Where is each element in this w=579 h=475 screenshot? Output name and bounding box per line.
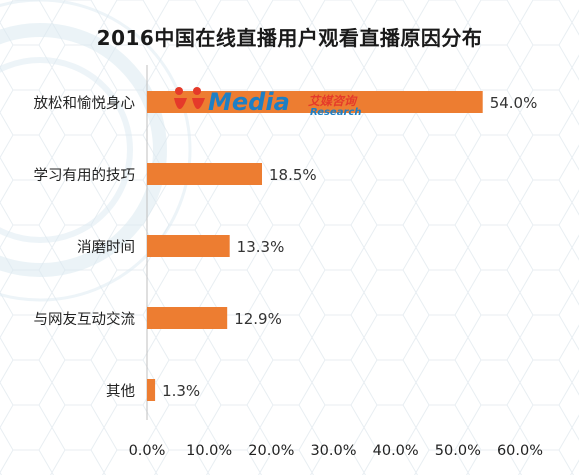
x-tick-label: 10.0% xyxy=(186,443,232,459)
category-label: 放松和愉悦身心 xyxy=(34,95,136,112)
iimedia-logo-icon xyxy=(174,87,205,109)
watermark-logo: Media 艾媒咨询 Research xyxy=(170,86,370,126)
category-label: 与网友互动交流 xyxy=(34,310,136,328)
x-tick-label: 50.0% xyxy=(435,443,481,459)
x-tick-label: 0.0% xyxy=(129,443,166,459)
data-label: 54.0% xyxy=(490,94,538,112)
data-label: 12.9% xyxy=(234,310,282,328)
data-label: 1.3% xyxy=(162,382,200,400)
category-label: 消磨时间 xyxy=(77,239,135,256)
category-label: 学习有用的技巧 xyxy=(34,167,136,184)
logo-research: Research xyxy=(310,107,362,118)
x-tick-label: 60.0% xyxy=(497,443,543,459)
bar xyxy=(147,91,483,113)
bar xyxy=(147,379,156,401)
bar xyxy=(147,307,228,329)
x-tick-label: 20.0% xyxy=(248,443,294,459)
bar xyxy=(147,235,230,257)
logo-brand: Media xyxy=(208,88,290,116)
x-tick-label: 40.0% xyxy=(373,443,419,459)
data-label: 18.5% xyxy=(269,166,317,184)
bar xyxy=(147,163,263,185)
logo-cn: 艾媒咨询 xyxy=(308,94,357,108)
category-label: 其他 xyxy=(106,383,135,400)
data-label: 13.3% xyxy=(237,238,285,256)
x-tick-label: 30.0% xyxy=(310,443,356,459)
chart-title: 2016中国在线直播用户观看直播原因分布 xyxy=(96,26,483,50)
